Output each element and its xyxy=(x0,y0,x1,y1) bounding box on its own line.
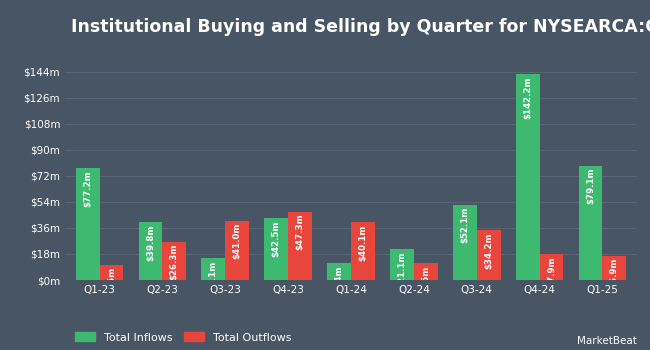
Bar xyxy=(327,264,351,280)
Text: $21.1m: $21.1m xyxy=(397,252,406,288)
Text: $79.1m: $79.1m xyxy=(586,168,595,204)
Text: MarketBeat: MarketBeat xyxy=(577,336,637,346)
Bar xyxy=(202,258,226,280)
Text: $34.2m: $34.2m xyxy=(484,233,493,269)
Text: $11.5m: $11.5m xyxy=(421,266,430,302)
Text: Institutional Buying and Selling by Quarter for NYSEARCA:GEM: Institutional Buying and Selling by Quar… xyxy=(71,18,650,36)
Bar xyxy=(288,211,312,280)
Bar xyxy=(476,231,500,280)
Bar xyxy=(453,205,476,280)
Text: $11.4m: $11.4m xyxy=(335,266,344,302)
Bar xyxy=(515,74,540,280)
Bar xyxy=(351,222,375,280)
Bar xyxy=(414,263,437,280)
Bar xyxy=(265,218,288,280)
Bar xyxy=(99,265,124,280)
Bar xyxy=(578,166,603,280)
Bar xyxy=(138,222,162,280)
Legend: Total Inflows, Total Outflows: Total Inflows, Total Outflows xyxy=(71,328,296,347)
Bar xyxy=(540,254,564,280)
Bar xyxy=(390,250,414,280)
Bar xyxy=(162,242,187,280)
Text: $41.0m: $41.0m xyxy=(233,223,242,259)
Text: $47.3m: $47.3m xyxy=(296,214,305,250)
Text: $15.1m: $15.1m xyxy=(209,260,218,296)
Text: $40.1m: $40.1m xyxy=(358,224,367,260)
Bar xyxy=(603,256,627,280)
Text: $142.2m: $142.2m xyxy=(523,76,532,119)
Bar xyxy=(75,168,99,280)
Text: $26.3m: $26.3m xyxy=(170,244,179,280)
Text: $39.8m: $39.8m xyxy=(146,225,155,261)
Text: $16.9m: $16.9m xyxy=(610,258,619,294)
Text: $10.5m: $10.5m xyxy=(107,267,116,303)
Text: $42.5m: $42.5m xyxy=(272,220,281,257)
Text: $17.9m: $17.9m xyxy=(547,256,556,293)
Text: $77.2m: $77.2m xyxy=(83,170,92,207)
Bar xyxy=(226,220,249,280)
Text: $52.1m: $52.1m xyxy=(460,207,469,243)
